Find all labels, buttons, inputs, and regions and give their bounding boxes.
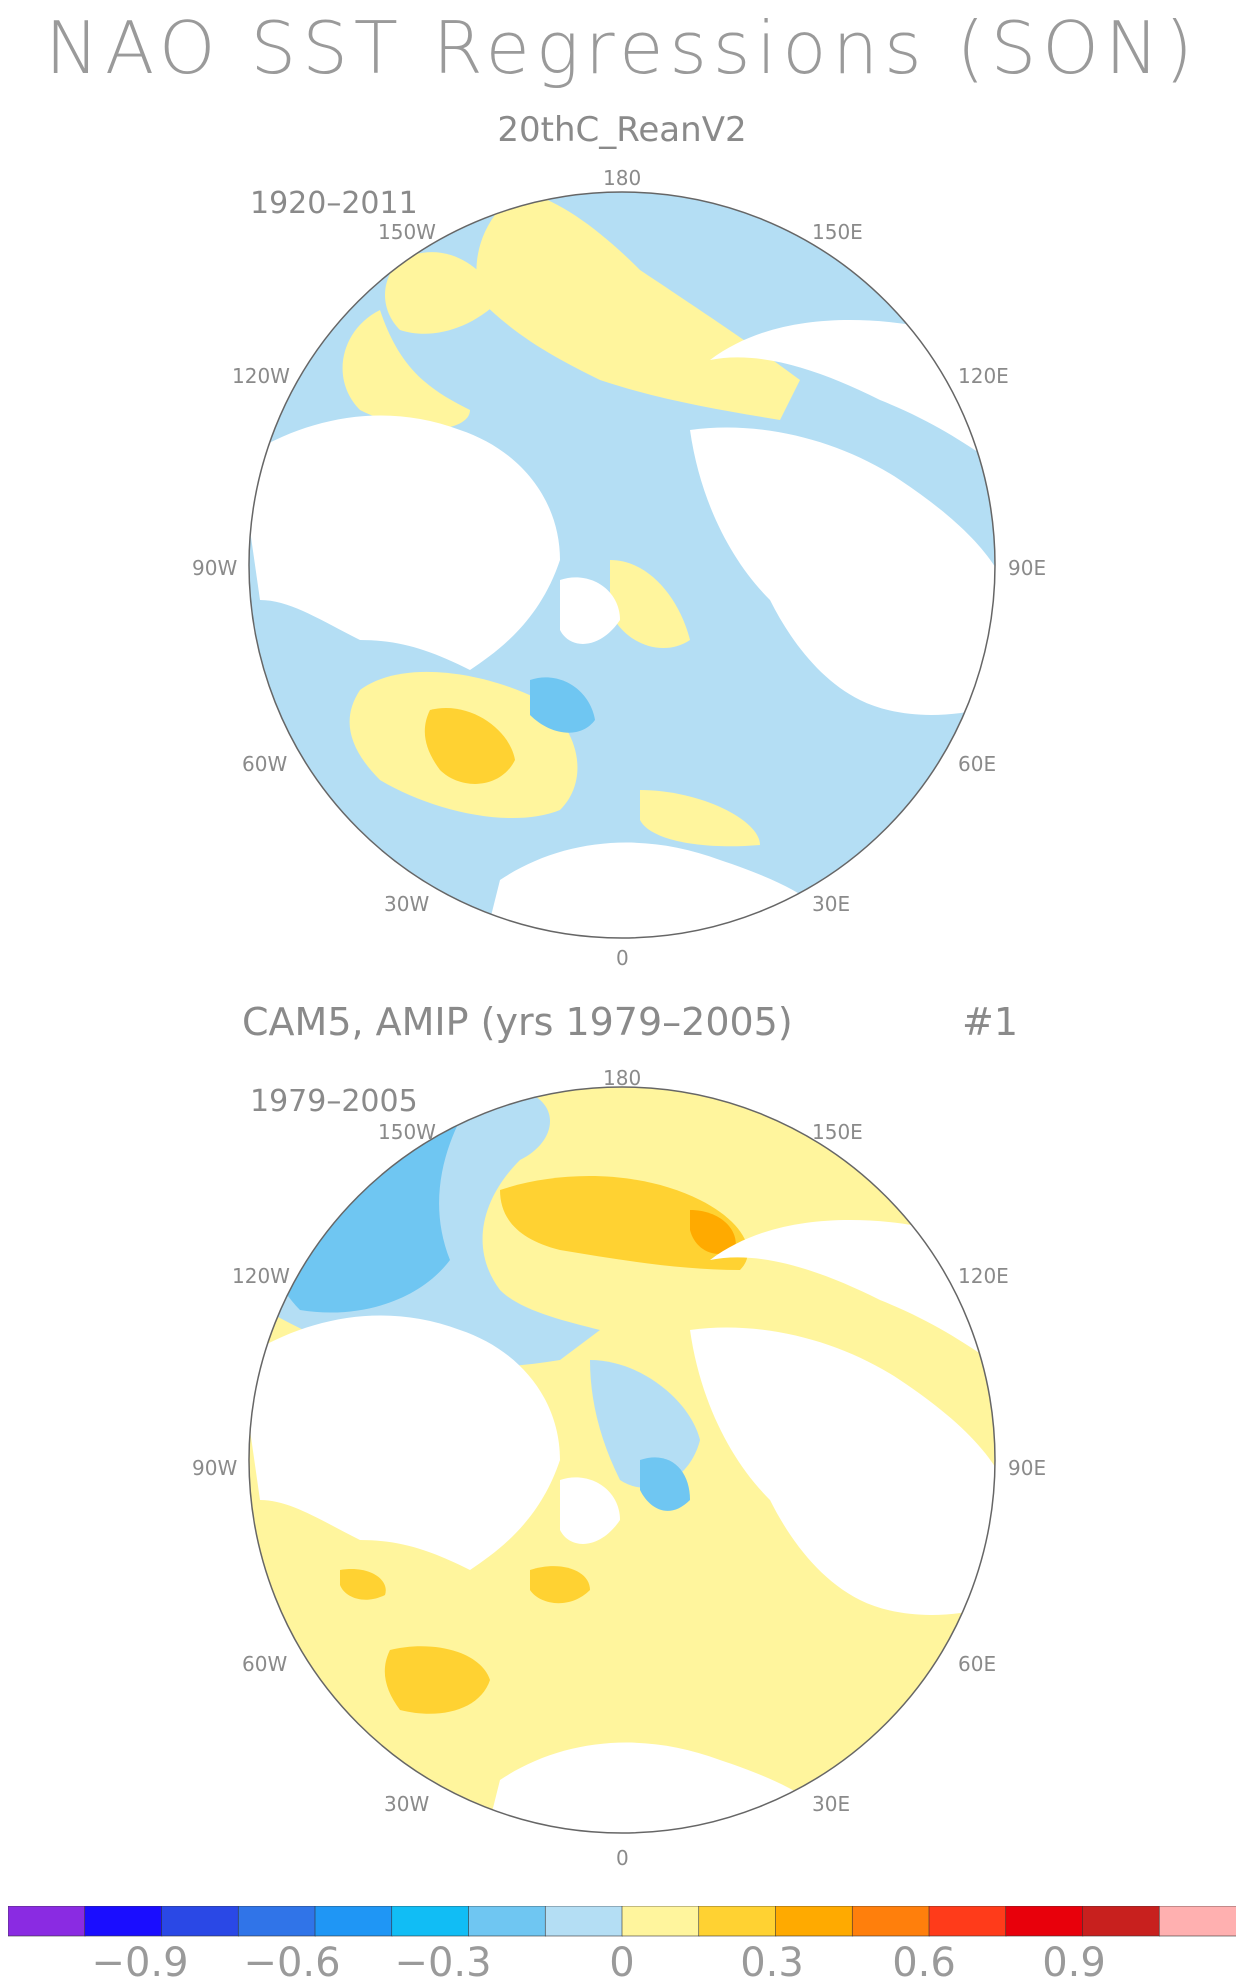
panel2-lon-60w: 60W — [242, 1652, 288, 1676]
colorbar-label-03: 0.3 — [740, 1940, 804, 1986]
colorbar-label-neg03: −0.3 — [394, 1940, 492, 1986]
panel2-lon-150e: 150E — [812, 1120, 863, 1144]
colorbar-label-06: 0.6 — [892, 1940, 956, 1986]
panel2-member: #1 — [962, 1000, 1019, 1044]
panel2-lon-0: 0 — [616, 1846, 629, 1870]
colorbar-labels: −0.9 −0.6 −0.3 0 0.3 0.6 0.9 — [0, 1936, 1244, 1988]
panel1-lon-90e: 90E — [1008, 556, 1047, 580]
panel2-lon-90e: 90E — [1008, 1456, 1047, 1480]
panel2-model-label: CAM5, AMIP (yrs 1979–2005) — [242, 1000, 793, 1044]
colorbar-cell — [698, 1906, 777, 1937]
panel2-lon-30w: 30W — [384, 1792, 430, 1816]
colorbar-cell — [237, 1906, 316, 1937]
colorbar-label-neg06: −0.6 — [243, 1940, 341, 1986]
panel1-lon-180: 180 — [603, 166, 642, 190]
panel1-years: 1920–2011 — [250, 186, 418, 221]
colorbar-label-neg09: −0.9 — [91, 1940, 189, 1986]
colorbar-cell — [391, 1906, 470, 1937]
panel2-years: 1979–2005 — [250, 1084, 418, 1119]
panel2-lon-60e: 60E — [958, 1652, 997, 1676]
panel2-lon-180: 180 — [603, 1066, 642, 1090]
panel2-lon-30e: 30E — [812, 1792, 851, 1816]
panel1-lon-0: 0 — [616, 946, 629, 970]
panel1-lon-60w: 60W — [242, 752, 288, 776]
panel2-lon-120w: 120W — [232, 1264, 290, 1288]
panel2-lon-150w: 150W — [378, 1120, 436, 1144]
colorbar — [8, 1906, 1236, 1937]
colorbar-cell — [1082, 1906, 1161, 1937]
colorbar-cell — [928, 1906, 1007, 1937]
panel2-lon-120e: 120E — [958, 1264, 1009, 1288]
panel1-lon-30w: 30W — [384, 892, 430, 916]
panel1-lon-120w: 120W — [232, 364, 290, 388]
panel1-lon-120e: 120E — [958, 364, 1009, 388]
colorbar-cell — [851, 1906, 930, 1937]
panel1-subtitle: 20thC_ReanV2 — [497, 110, 747, 150]
figure-title: NAO SST Regressions (SON) — [45, 6, 1199, 90]
colorbar-label-0: 0 — [609, 1940, 635, 1986]
colorbar-cell — [468, 1906, 547, 1937]
colorbar-cell — [775, 1906, 854, 1937]
panel1-lon-30e: 30E — [812, 892, 851, 916]
colorbar-cell — [544, 1906, 623, 1937]
panel2-map-border — [248, 1086, 996, 1834]
colorbar-cell — [1158, 1906, 1236, 1937]
panel1-map — [249, 192, 995, 938]
panel1-lon-90w: 90W — [192, 556, 238, 580]
panel1-map-border — [248, 191, 996, 939]
panel1-lon-60e: 60E — [958, 752, 997, 776]
colorbar-cell — [314, 1906, 393, 1937]
panel1-lon-150e: 150E — [812, 220, 863, 244]
panel2-map — [249, 1087, 995, 1833]
colorbar-cell — [161, 1906, 240, 1937]
panel1-lon-150w: 150W — [378, 220, 436, 244]
colorbar-cell — [84, 1906, 163, 1937]
colorbar-cell — [621, 1906, 700, 1937]
colorbar-cell — [1005, 1906, 1084, 1937]
colorbar-label-09: 0.9 — [1042, 1940, 1106, 1986]
panel2-lon-90w: 90W — [192, 1456, 238, 1480]
colorbar-cell — [8, 1906, 86, 1937]
